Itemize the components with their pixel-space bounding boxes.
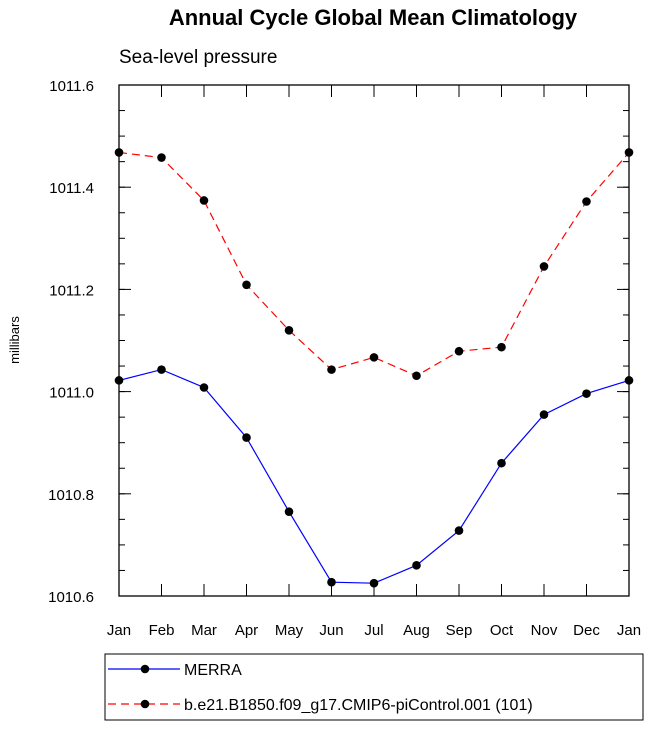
data-point [114, 148, 124, 157]
x-tick-label: Mar [191, 622, 217, 639]
y-tick-label: 1010.6 [48, 589, 94, 606]
data-point [157, 365, 166, 374]
data-point [497, 458, 506, 468]
legend-box [104, 653, 644, 721]
legend-label: MERRA [184, 662, 242, 679]
plot-frame [118, 84, 630, 597]
data-point [284, 325, 294, 335]
y-tick-label: 1011.2 [49, 282, 94, 299]
x-tick-label: Jul [364, 622, 383, 639]
data-point [284, 507, 294, 516]
data-point [327, 365, 336, 374]
x-tick-label: Jun [319, 622, 343, 639]
x-tick-label: Jan [617, 622, 641, 639]
data-point [327, 577, 336, 587]
data-point [412, 561, 421, 570]
data-point [582, 197, 591, 206]
axes: 1010.6 1010.8 1011.0 1011.2 1011.4 1011.6 Jan F… [48, 78, 641, 639]
x-tick-label: Oct [490, 622, 514, 639]
series-line-0 [118, 368, 630, 584]
data-point [157, 153, 166, 162]
x-tick-label: May [275, 622, 304, 639]
data-point [454, 346, 464, 356]
legend-marker [140, 664, 150, 674]
x-tick-label: Nov [531, 622, 558, 639]
data-point [369, 353, 379, 362]
data-point [412, 371, 421, 381]
y-axis-label: millibars [7, 316, 22, 364]
data-point [242, 280, 251, 290]
data-point [582, 389, 591, 398]
data-point [369, 578, 379, 588]
data-point [199, 383, 209, 392]
series-layer [114, 148, 634, 588]
data-point [114, 376, 124, 385]
x-tick-label: Apr [235, 622, 258, 639]
data-point [539, 262, 549, 271]
data-point [199, 196, 209, 205]
y-tick-label: 1011.0 [49, 385, 94, 402]
y-tick-label: 1011.4 [49, 180, 94, 197]
legend-label: b.e21.B1850.f09_g17.CMIP6-piControl.001 … [184, 697, 533, 714]
x-tick-label: Jan [107, 622, 131, 639]
x-tick-label: Feb [149, 622, 175, 639]
x-tick-label: Sep [446, 622, 473, 639]
data-point [497, 342, 506, 352]
legend-marker [140, 699, 150, 709]
chart-subtitle: Sea-level pressure [119, 47, 277, 68]
data-point [624, 148, 634, 157]
y-tick-label: 1011.6 [49, 78, 94, 95]
data-point [539, 410, 549, 419]
data-point [242, 433, 251, 442]
data-point [454, 526, 464, 535]
x-tick-label: Dec [573, 622, 600, 639]
legend: MERRA b.e21.B1850.f09_g17.CMIP6-piControl… [108, 662, 533, 714]
series-line-1 [118, 151, 630, 377]
data-point [624, 376, 634, 385]
chart-title: Annual Cycle Global Mean Climatology [169, 5, 578, 30]
x-tick-label: Aug [403, 622, 430, 639]
y-tick-label: 1010.8 [48, 487, 94, 504]
